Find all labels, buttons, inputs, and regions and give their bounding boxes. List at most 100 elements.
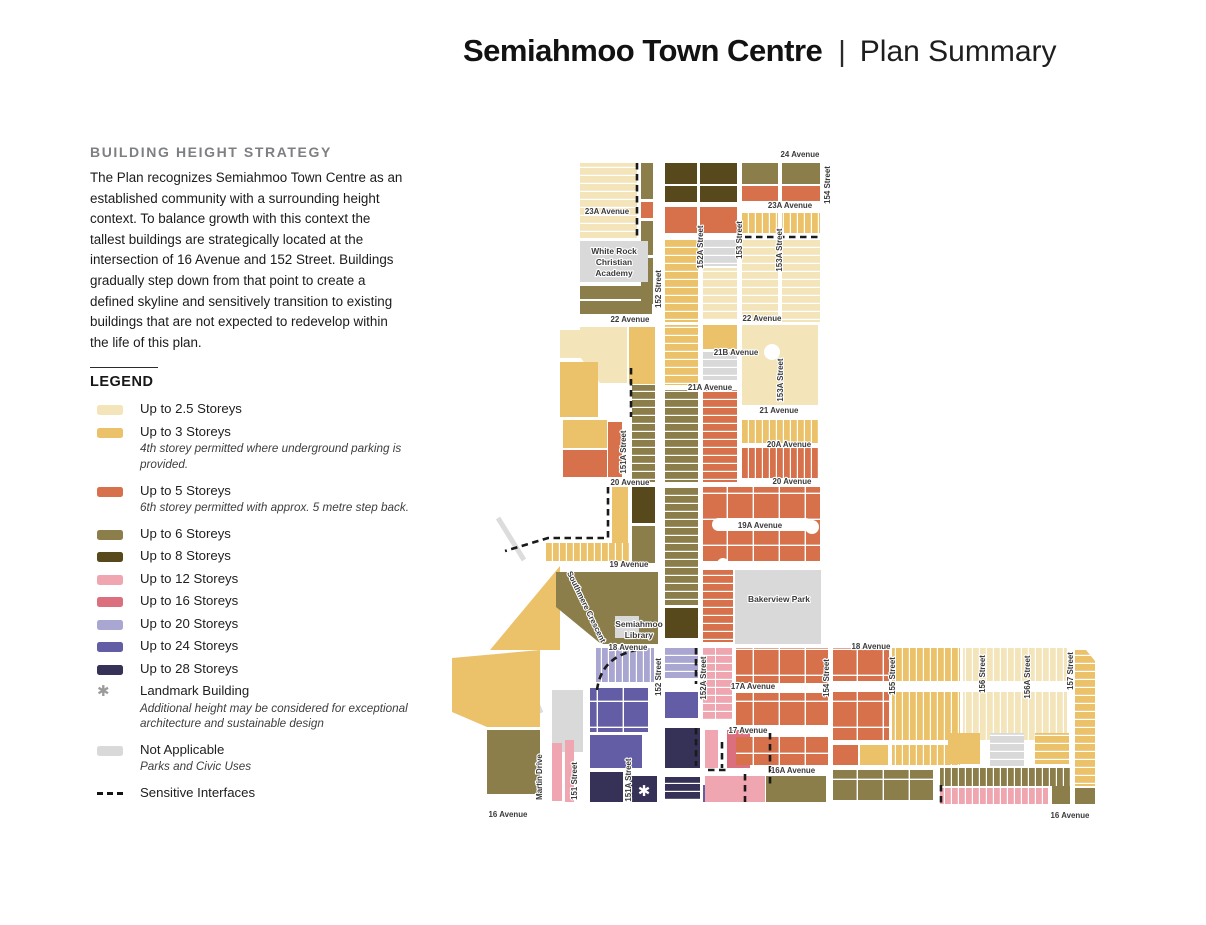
map-block-pattern <box>665 648 698 678</box>
map-block-pattern <box>742 420 818 443</box>
legend-item: Up to 16 Storeys <box>90 594 412 609</box>
map-block-pattern <box>703 390 737 482</box>
street-label: 152 Street <box>654 658 663 696</box>
map-block-na <box>735 570 821 644</box>
street-label: Martin Drive <box>535 754 544 800</box>
map-block-s28 <box>630 776 657 802</box>
map-label: Academy <box>595 268 633 278</box>
map-block-pattern <box>736 648 828 683</box>
map-block-s6 <box>580 301 652 314</box>
legend-item: Up to 20 Storeys <box>90 615 412 632</box>
map-block-pattern <box>703 268 737 320</box>
map-block-s25 <box>742 325 818 405</box>
legend-swatch-icon <box>97 574 123 585</box>
legend-label: Up to 20 Storeys <box>140 615 239 631</box>
page-title: Semiahmoo Town Centre | Plan Summary <box>463 33 1057 69</box>
legend-note: 4th storey permitted where underground p… <box>140 442 402 471</box>
map-block-pattern <box>892 745 960 765</box>
map-block-pattern <box>703 648 715 720</box>
building-height-strategy-panel: BUILDING HEIGHT STRATEGY The Plan recogn… <box>90 144 412 808</box>
map-label: Library <box>625 630 654 640</box>
street-label: 153A Street <box>776 358 785 402</box>
legend-swatch-icon <box>97 664 123 675</box>
map-block-pattern <box>665 240 698 322</box>
legend-item: Up to 2.5 Storeys <box>90 402 412 417</box>
street-label: 157 Street <box>1066 652 1075 690</box>
street-label: 151A Street <box>624 758 633 802</box>
map-block-pattern <box>782 213 820 233</box>
legend-swatch-icon <box>97 427 123 438</box>
street-label: 153 Street <box>735 221 744 259</box>
legend-label: Up to 6 Storeys <box>140 525 231 541</box>
map-layers: 24 Avenue 23A Avenue 23A Avenue 22 Avenue 22… <box>452 149 1095 821</box>
legend-swatch-icon <box>97 552 123 563</box>
street-label: 154 Street <box>823 166 832 204</box>
legend-divider <box>90 367 158 369</box>
street-label: 154 Street <box>822 659 831 697</box>
map-block-pattern <box>742 240 778 322</box>
map-block-s3 <box>860 745 888 765</box>
landmark-building-asterisk: ✱ <box>638 782 651 800</box>
map-block-s6 <box>641 163 653 199</box>
map-block-s8 <box>665 608 698 638</box>
map-label: 17A Avenue <box>731 682 776 691</box>
legend-list: Up to 2.5 Storeys Up to 3 Storeys 4th stor… <box>90 402 412 800</box>
map-block-s5 <box>742 186 778 201</box>
legend-swatch-icon <box>97 642 123 653</box>
map-block-pattern <box>782 240 820 322</box>
street-label: 152A Street <box>696 225 705 269</box>
legend-note: 6th storey permitted with approx. 5 metr… <box>140 501 409 515</box>
map-label: 23A Avenue <box>585 207 630 216</box>
map-block-pattern <box>665 325 698 385</box>
map-block-pattern <box>1075 650 1095 786</box>
legend-swatch-icon <box>97 619 123 630</box>
map-block-pattern <box>736 693 828 725</box>
map-label: 21 Avenue <box>760 406 799 415</box>
map-block-pattern <box>833 692 889 740</box>
legend-label: Up to 28 Storeys <box>140 660 239 676</box>
legend-label: Up to 2.5 Storeys <box>140 401 242 417</box>
legend-label: Up to 12 Storeys <box>140 570 239 586</box>
map-label: 24 Avenue <box>781 150 820 159</box>
map-block-na <box>580 241 648 282</box>
map-block-pattern <box>990 733 1024 766</box>
map-label: 22 Avenue <box>611 315 650 324</box>
title-main: Semiahmoo Town Centre <box>463 33 823 68</box>
legend-item: Sensitive Interfaces <box>90 785 412 801</box>
map-block-s5 <box>665 207 697 233</box>
map-label: 21B Avenue <box>714 348 759 357</box>
map-label: 21A Avenue <box>688 383 733 392</box>
map-block-s5 <box>608 422 622 477</box>
map-street-circle <box>764 344 780 360</box>
legend-item: Up to 3 Storeys 4th storey permitted wher… <box>90 424 412 476</box>
map-label: 23A Avenue <box>768 201 813 210</box>
legend-item: Up to 8 Storeys <box>90 549 412 564</box>
legend-item: Up to 5 Storeys 6th storey permitted with… <box>90 483 412 519</box>
map-block-pattern <box>703 570 733 642</box>
map-block-pattern <box>963 648 1067 681</box>
map-block-pattern <box>580 163 637 238</box>
map-block-pattern <box>716 648 732 720</box>
title-separator: | <box>838 36 846 68</box>
map-block-pattern <box>736 737 828 765</box>
section-body-text: The Plan recognizes Semiahmoo Town Centr… <box>90 170 403 350</box>
map-block-s6 <box>742 163 778 184</box>
map-label: 16 Avenue <box>1051 811 1090 820</box>
map-block-s3 <box>612 487 628 559</box>
map-road <box>495 516 527 562</box>
title-subtitle: Plan Summary <box>859 35 1057 68</box>
map-label: Semiahmoo <box>615 619 662 629</box>
legend-swatch-icon <box>97 405 123 416</box>
map-block-s8 <box>665 186 697 202</box>
legend-swatch-icon <box>97 486 123 497</box>
map-label: 16 Avenue <box>489 810 528 819</box>
map-block-s3 <box>629 327 655 384</box>
map-block-s5 <box>700 207 737 233</box>
landmark-asterisk-icon: ✱ <box>97 682 110 701</box>
street-label: 151 Street <box>570 762 579 800</box>
map-block-s28 <box>665 728 700 768</box>
map-street-circle <box>717 558 729 570</box>
map-block-s8 <box>665 163 697 184</box>
map-block-s5 <box>563 450 607 477</box>
